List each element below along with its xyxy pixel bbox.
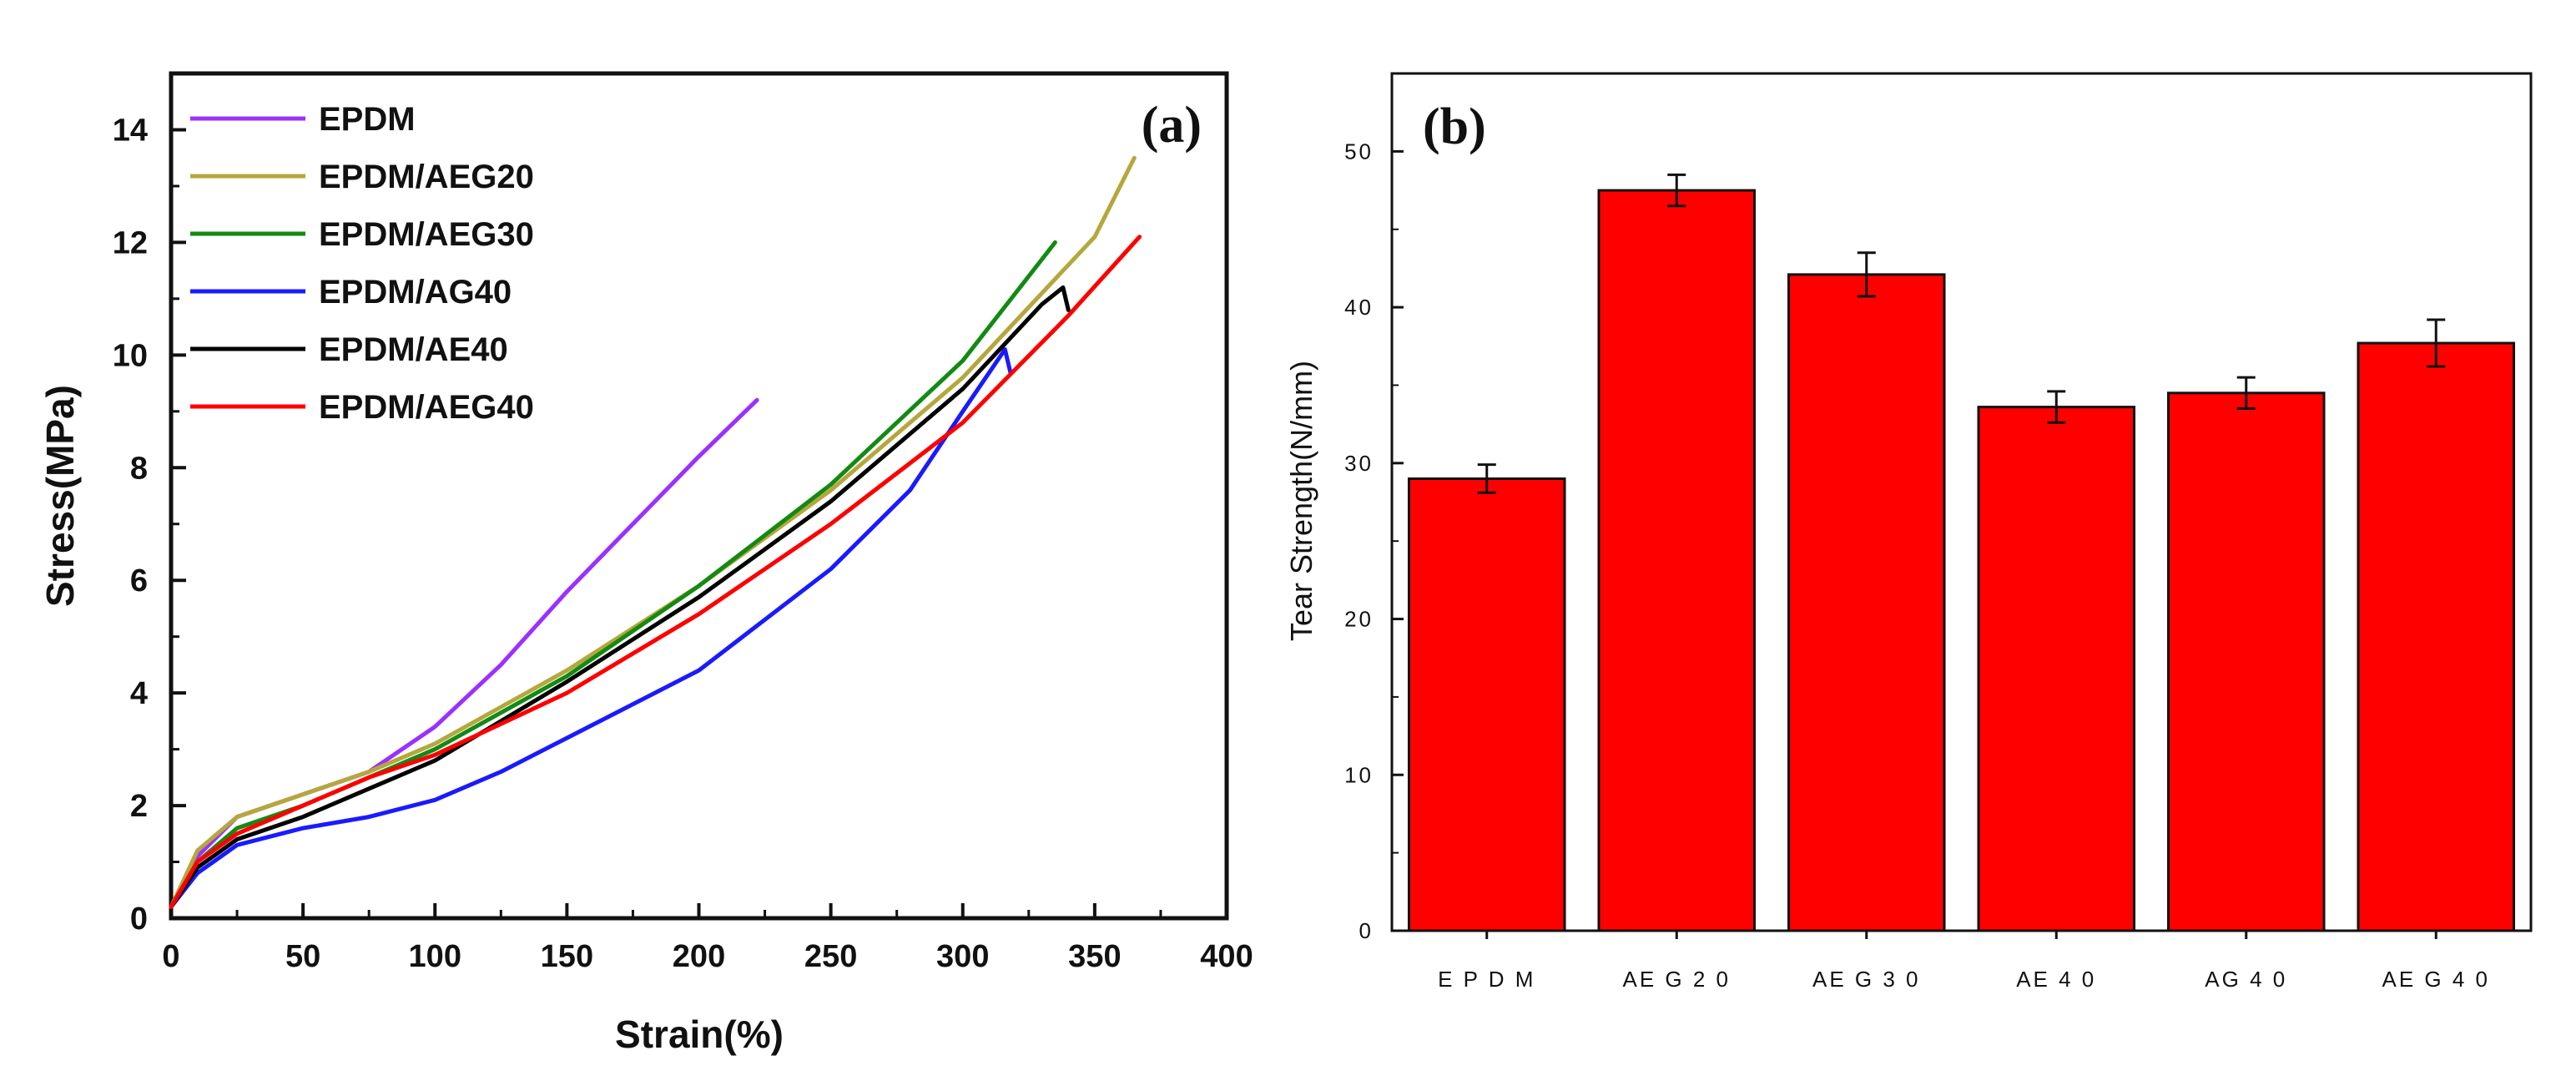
bar-0	[1407, 477, 1566, 932]
x-category-label-0: E P D M	[1438, 967, 1535, 992]
y-tick-label: 20	[1344, 607, 1374, 632]
legend-label-0: EPDM	[319, 101, 416, 138]
panel-a-x-axis-title: Strain(%)	[615, 1013, 784, 1056]
legend-label-1: EPDM/AEG20	[319, 159, 534, 195]
y-tick-label: 2	[130, 789, 148, 824]
panel-b-label: (b)	[1423, 98, 1486, 155]
legend-label-4: EPDM/AE40	[319, 331, 508, 368]
panel-a-x-ticks: 0 50 100 150 200 250 300 350 400	[162, 903, 1253, 974]
panel-b-bar-chart: 0 10 20 30 40 50 E P D M AE G 2 0 AE G 3 0 AE 4 …	[1284, 72, 2533, 992]
panel-b-frame	[1390, 72, 2533, 932]
x-category-label-2: AE G 3 0	[1812, 967, 1921, 992]
panel-b-x-labels: E P D M AE G 2 0 AE G 3 0 AE 4 0 AG 4 0 AE G …	[1438, 931, 2491, 992]
y-tick-label: 0	[130, 902, 148, 937]
y-tick-label: 6	[130, 563, 148, 599]
panel-b-y-axis-title: Tear Strength(N/mm)	[1284, 361, 1318, 641]
panel-a-frame	[169, 71, 1229, 921]
panel-b-bars	[1407, 189, 2516, 932]
panel-a-y-axis-title: Stress(MPa)	[38, 385, 82, 607]
legend-label-2: EPDM/AEG30	[319, 216, 534, 253]
panel-a-label: (a)	[1142, 97, 1202, 154]
x-tick-label: 200	[673, 939, 725, 974]
series-line-1	[169, 155, 1137, 909]
y-tick-label: 0	[1359, 918, 1374, 943]
legend-label-3: EPDM/AG40	[319, 274, 512, 311]
bar-5	[2357, 341, 2516, 932]
bar-2	[1787, 273, 1946, 932]
bar-3	[1977, 406, 2136, 932]
x-category-label-5: AE G 4 0	[2382, 967, 2491, 992]
x-tick-label: 0	[162, 939, 179, 974]
series-line-2	[169, 240, 1057, 909]
x-category-label-4: AG 4 0	[2205, 967, 2287, 992]
series-line-5	[169, 235, 1142, 909]
panel-b-y-ticks: 0 10 20 30 40 50	[1344, 139, 1404, 943]
legend-label-5: EPDM/AEG40	[319, 389, 534, 426]
y-tick-label: 14	[113, 113, 148, 148]
series-line-3	[169, 347, 1013, 909]
x-category-label-1: AE G 2 0	[1623, 967, 1732, 992]
y-tick-label: 10	[113, 338, 148, 373]
y-tick-label: 8	[130, 451, 148, 486]
y-tick-label: 4	[130, 676, 148, 711]
y-tick-label: 10	[1344, 762, 1374, 787]
x-category-label-3: AE 4 0	[2016, 967, 2096, 992]
x-tick-label: 300	[936, 939, 989, 974]
y-tick-label: 12	[113, 225, 148, 260]
x-tick-label: 100	[409, 939, 461, 974]
panel-a-y-ticks: 0 2 4 6 8 10 12 14	[113, 113, 186, 937]
panel-a-series	[169, 155, 1142, 909]
bar-1	[1597, 189, 1757, 932]
x-tick-label: 50	[285, 939, 320, 974]
x-tick-label: 350	[1068, 939, 1121, 974]
panel-a-legend: EPDM EPDM/AEG20 EPDM/AEG30 EPDM/AG40 EPDM/AE…	[190, 101, 534, 426]
panel-b-error-bars	[1477, 173, 2446, 494]
y-tick-label: 40	[1344, 295, 1374, 320]
x-tick-label: 150	[541, 939, 593, 974]
panel-a-line-chart: 0 2 4 6 8 10 12 14 0 50 100 150 200 250 300 350 400 EPD…	[38, 71, 1253, 1056]
bar-4	[2166, 391, 2326, 932]
y-tick-label: 50	[1344, 139, 1374, 164]
x-tick-label: 250	[804, 939, 857, 974]
series-line-4	[169, 285, 1071, 909]
x-tick-label: 400	[1200, 939, 1253, 974]
y-tick-label: 30	[1344, 451, 1374, 476]
